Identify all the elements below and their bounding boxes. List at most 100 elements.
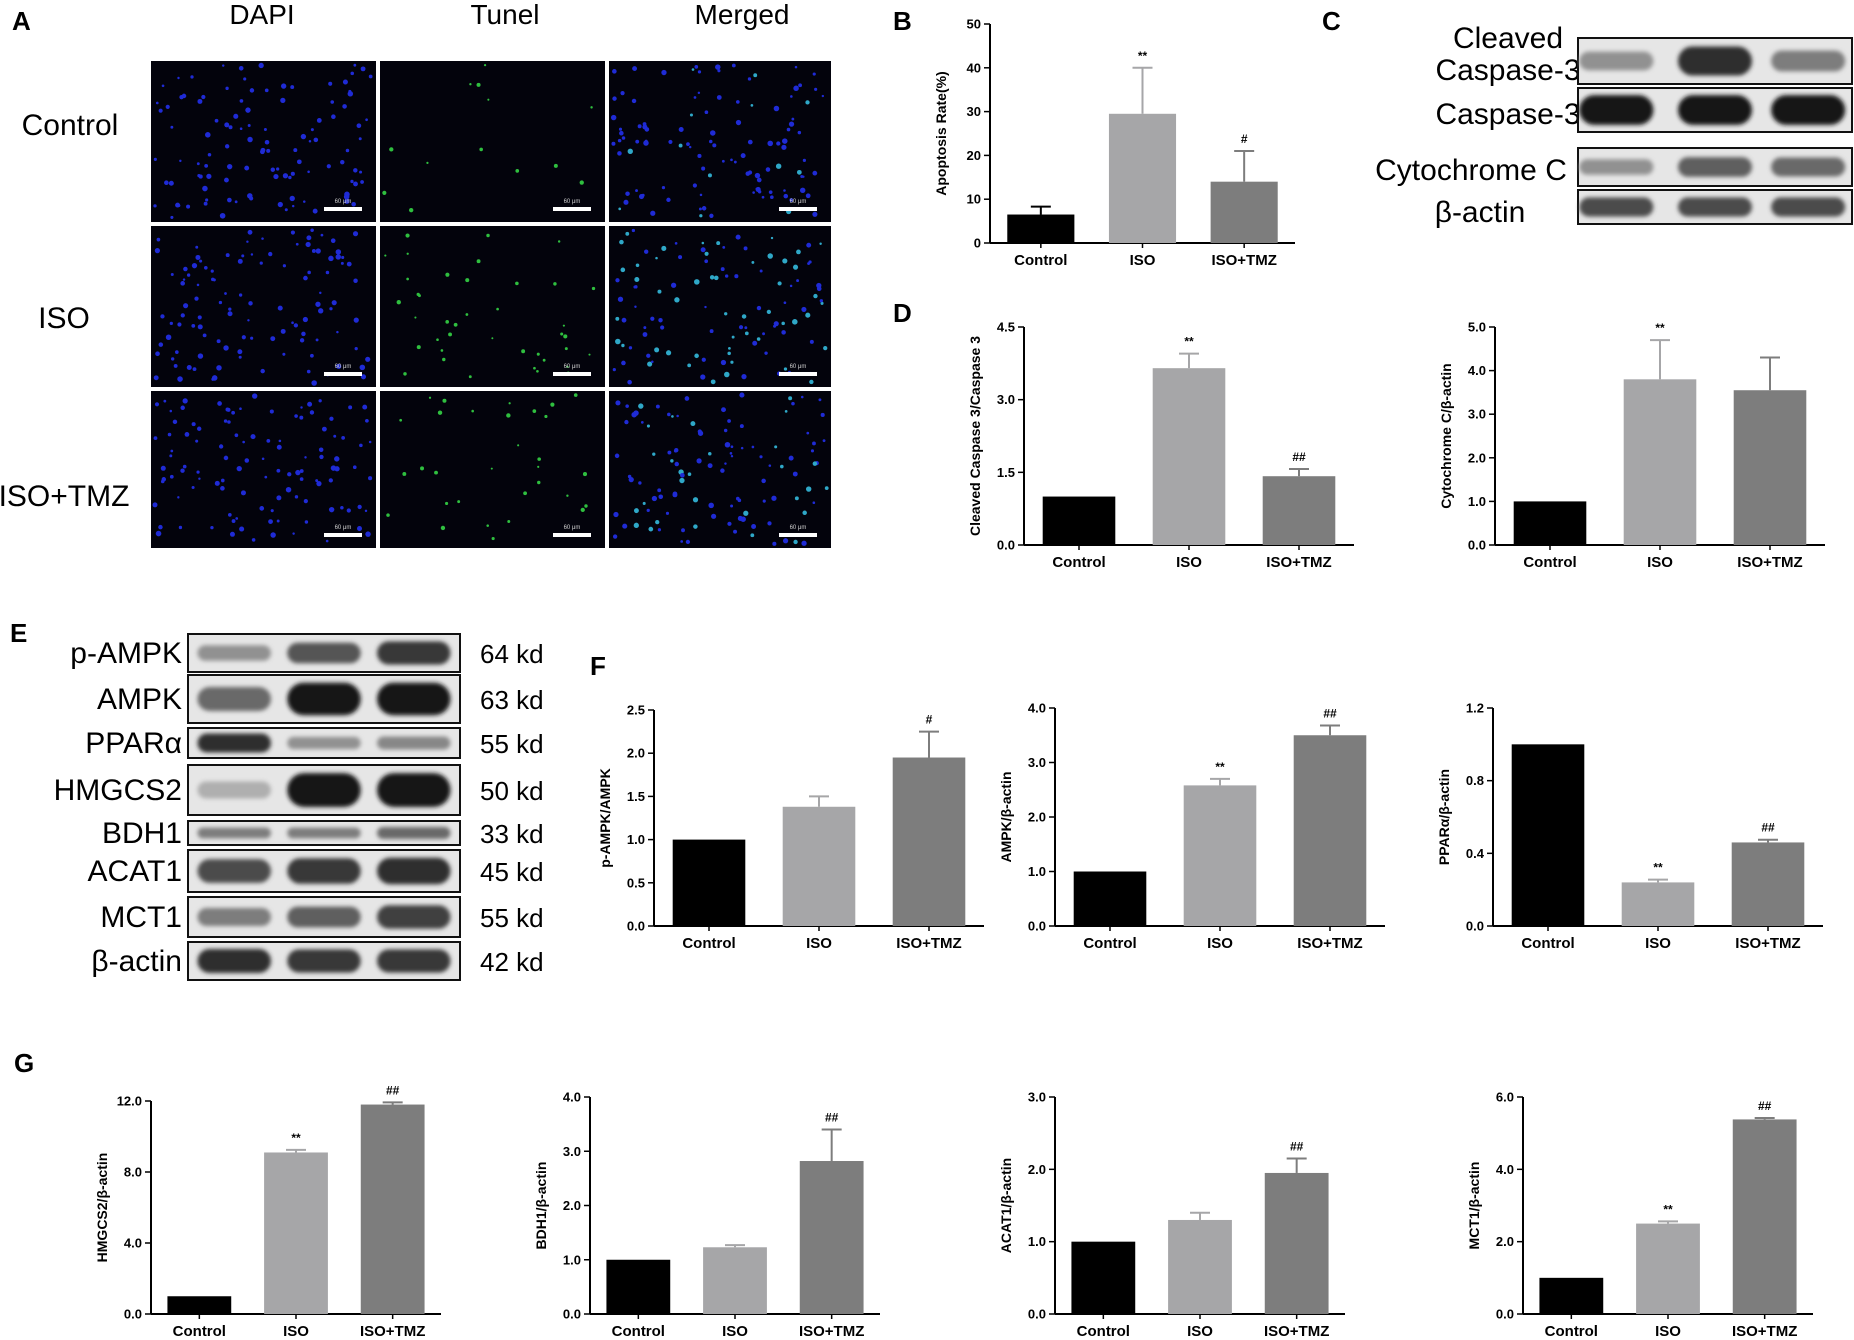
column-label-tunel: Tunel [470, 0, 539, 30]
x-tick-label: Control [1545, 1323, 1598, 1340]
scale-bar [553, 207, 591, 211]
scale-bar [324, 207, 362, 211]
significance-marker: # [926, 713, 933, 727]
significance-marker: ## [825, 1111, 839, 1125]
western-blot-e: p-AMPK 64 kd AMPK 63 kd PPARα 55 kd HMGCS2 50 k… [54, 633, 544, 981]
scale-bar-label: 60 μm [790, 364, 807, 370]
y-tick-label: 2.0 [1468, 450, 1486, 465]
x-tick-label: ISO [1655, 1323, 1681, 1340]
y-tick-label: 1.0 [1468, 494, 1486, 509]
y-tick-label: 2.0 [627, 746, 645, 761]
blot-e-row-4 [187, 820, 461, 846]
x-tick-label: ISO+TMZ [896, 935, 961, 952]
bar-iso [703, 1247, 767, 1314]
y-tick-label: 30 [967, 104, 981, 119]
blot-band [377, 905, 451, 929]
bar-iso [1108, 113, 1177, 243]
y-tick-label: 0.0 [997, 538, 1015, 553]
scale-bar-label: 60 μm [335, 525, 352, 531]
y-tick-label: 4.0 [124, 1236, 142, 1251]
y-tick-label: 0 [974, 236, 981, 251]
x-tick-label: ISO [1130, 252, 1156, 269]
significance-marker: ** [1655, 321, 1665, 335]
micro-tile-r1-c0: 60 μm [151, 226, 376, 387]
bar-chart-d2: 0.0 1.0 2.0 3.0 4.0 5.0 Cytochrome C/β-actin Co… [1438, 320, 1825, 571]
blot-e-kd: 55 kd [480, 729, 544, 759]
microscopy-panel: DAPI Tunel Merged Control ISO ISO+TMZ 60… [0, 0, 835, 550]
x-tick-label: ISO [1207, 935, 1233, 952]
scale-bar [324, 372, 362, 376]
blot-band [1579, 95, 1654, 125]
blot-band [197, 733, 271, 753]
blot-band [1771, 157, 1846, 177]
column-label-dapi: DAPI [229, 0, 294, 30]
blot-band [287, 858, 361, 884]
scale-bar-label: 60 μm [564, 364, 581, 370]
significance-marker: ** [1663, 1202, 1673, 1216]
blot-band [287, 949, 361, 973]
blot-band [1579, 51, 1654, 71]
y-tick-label: 3.0 [563, 1144, 581, 1159]
blot-e-kd: 64 kd [480, 639, 544, 669]
x-tick-label: Control [1083, 935, 1136, 952]
blot-band [377, 682, 451, 716]
panel-label-f: F [590, 651, 606, 681]
micro-tile-r1-c2: 60 μm [609, 226, 831, 387]
y-tick-label: 0.4 [1466, 846, 1485, 861]
x-tick-label: Control [1014, 252, 1067, 269]
bar-iso-tmz [892, 757, 966, 926]
bar-iso-tmz [1210, 181, 1278, 243]
bar-iso-tmz [1262, 476, 1336, 545]
panel-label-e: E [10, 618, 27, 648]
bar-iso-tmz [1264, 1172, 1329, 1314]
blot-band [1579, 197, 1654, 217]
y-tick-label: 3.0 [1028, 755, 1046, 770]
bar-chart-b: 0 10 20 30 40 50 Apoptosis Rate(%) Control ** ISO… [933, 17, 1295, 269]
blot-band [377, 773, 451, 807]
blot-e-label: HMGCS2 [54, 774, 182, 807]
x-tick-label: ISO+TMZ [1264, 1323, 1329, 1340]
y-tick-label: 0.8 [1466, 773, 1484, 788]
blot-band [197, 781, 271, 799]
blot-band [377, 949, 451, 973]
y-tick-label: 20 [967, 148, 981, 163]
bar-control [606, 1259, 671, 1314]
y-tick-label: 4.0 [1468, 363, 1486, 378]
blot-band [197, 687, 271, 711]
blot-e-row-5 [187, 849, 461, 893]
bar-iso [264, 1152, 328, 1314]
panel-label-d: D [893, 298, 912, 328]
y-tick-label: 1.5 [997, 465, 1015, 480]
x-tick-label: ISO+TMZ [1737, 554, 1802, 571]
blot-band [197, 948, 271, 974]
scale-bar-label: 60 μm [564, 199, 581, 205]
micro-tile-r0-c2: 60 μm [609, 61, 831, 222]
x-tick-label: ISO [1187, 1323, 1213, 1340]
y-tick-label: 2.0 [563, 1198, 581, 1213]
blot-band [197, 645, 271, 661]
y-tick-label: 1.0 [563, 1252, 581, 1267]
y-tick-label: 0.0 [1028, 919, 1046, 934]
blot-e-label: BDH1 [102, 817, 182, 850]
blot-band [287, 906, 361, 928]
western-blot-c: Cleaved Caspase-3 Caspase-3 Cytochrome C… [1375, 22, 1853, 229]
x-tick-label: Control [682, 935, 735, 952]
blot-e-row-3 [187, 764, 461, 816]
blot-e-kd: 42 kd [480, 947, 544, 977]
blot-c-label-cytochrome: Cytochrome C [1375, 154, 1567, 187]
bar-chart-g1: 0.0 4.0 8.0 12.0 HMGCS2/β-actin Control ** ISO #… [94, 1083, 441, 1340]
blot-e-label: p-AMPK [70, 637, 182, 670]
significance-marker: ## [1761, 821, 1775, 835]
panel-label-g: G [14, 1048, 34, 1078]
micro-tile-r1-c1: 60 μm [380, 226, 605, 387]
panel-label-c: C [1322, 6, 1341, 36]
x-tick-label: Control [1052, 554, 1105, 571]
y-tick-label: 1.5 [627, 789, 645, 804]
scale-bar-label: 60 μm [564, 525, 581, 531]
scale-bar-label: 60 μm [335, 364, 352, 370]
bar-iso [1636, 1223, 1700, 1314]
y-tick-label: 4.5 [997, 320, 1015, 335]
blot-band [1771, 197, 1846, 217]
x-tick-label: ISO+TMZ [1266, 554, 1331, 571]
scale-bar [779, 207, 817, 211]
